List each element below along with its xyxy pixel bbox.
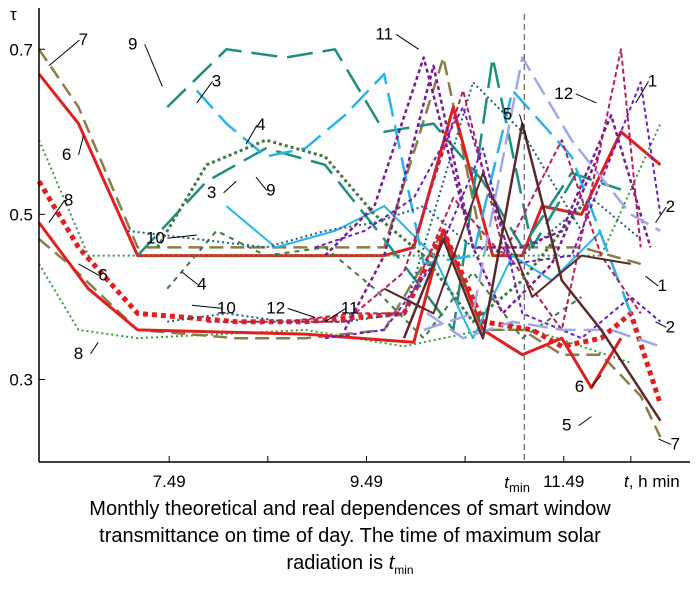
series-layer bbox=[39, 49, 660, 437]
series-line-12-month-4 bbox=[157, 140, 581, 322]
annotation-leader-24 bbox=[579, 417, 592, 426]
annotation-leader-5 bbox=[79, 136, 84, 155]
annotation-label-16: 11 bbox=[375, 24, 393, 43]
annotation-leader-12 bbox=[288, 308, 316, 317]
annotation-label-18: 1 bbox=[648, 71, 657, 90]
annotation-leader-16 bbox=[396, 34, 419, 49]
annotation-label-8: 8 bbox=[64, 190, 73, 209]
annotation-label-3: 3 bbox=[212, 71, 221, 90]
annotation-label-1: 7 bbox=[79, 30, 88, 49]
annotation-leader-9 bbox=[167, 235, 196, 238]
x-axis-label: t, h min bbox=[624, 472, 680, 491]
tmin-label: tmin bbox=[504, 473, 530, 495]
annotation-label-20: 2 bbox=[666, 197, 675, 216]
x-axis-label-rest: , h min bbox=[629, 472, 680, 491]
annotation-label-14: 10 bbox=[217, 298, 236, 317]
annotation-leader-8 bbox=[49, 200, 65, 222]
annotation-label-11: 4 bbox=[197, 275, 206, 294]
annotation-label-13: 11 bbox=[341, 298, 359, 317]
annotation-leader-15 bbox=[91, 342, 99, 354]
annotation-label-4: 4 bbox=[256, 115, 265, 134]
caption-t-subscript: min bbox=[394, 563, 413, 577]
y-tick-label-3: 0.3 bbox=[9, 370, 33, 389]
annotation-layer: 7934693810641211108111215212657 bbox=[49, 24, 680, 453]
series-line-3-month-7 bbox=[39, 231, 660, 437]
x-tick-label-1: 7.49 bbox=[153, 472, 186, 491]
caption-line-3: radiation is tmin bbox=[0, 550, 700, 584]
annotation-label-22: 2 bbox=[666, 317, 675, 336]
y-axis-label: τ bbox=[10, 5, 17, 24]
annotation-label-5: 6 bbox=[62, 145, 71, 164]
annotation-leader-11 bbox=[182, 272, 198, 284]
annotation-label-19: 5 bbox=[503, 104, 512, 123]
annotation-label-2: 9 bbox=[128, 34, 137, 53]
annotation-leader-21 bbox=[646, 276, 659, 286]
series-line-15-month-10 bbox=[167, 82, 581, 321]
annotation-label-9: 10 bbox=[146, 228, 165, 247]
y-tick-label-2: 0.5 bbox=[9, 205, 33, 224]
annotation-label-21: 1 bbox=[658, 276, 667, 295]
y-tick-label-1: 0.7 bbox=[9, 40, 33, 59]
caption-line-3-prefix: radiation is bbox=[286, 552, 388, 574]
caption-line-2: transmittance on time of day. The time o… bbox=[0, 523, 700, 550]
annotation-label-15: 8 bbox=[74, 344, 83, 363]
annotation-label-17: 12 bbox=[554, 84, 573, 103]
caption-line-1: Monthly theoretical and real dependences… bbox=[0, 496, 700, 523]
annotation-label-12: 12 bbox=[266, 298, 285, 317]
annotation-leader-2 bbox=[145, 44, 163, 86]
annotation-label-10: 6 bbox=[98, 265, 107, 284]
annotation-leader-17 bbox=[576, 94, 597, 103]
annotation-leader-7 bbox=[224, 181, 237, 193]
annotation-label-25: 7 bbox=[670, 435, 679, 454]
annotation-label-7: 3 bbox=[207, 183, 216, 202]
figure-caption: Monthly theoretical and real dependences… bbox=[0, 496, 700, 584]
annotation-leader-25 bbox=[658, 439, 671, 445]
annotation-label-24: 5 bbox=[562, 416, 571, 435]
annotation-leader-1 bbox=[49, 40, 80, 66]
annotation-label-23: 6 bbox=[575, 377, 584, 396]
series-line-6-month-6e bbox=[39, 181, 660, 404]
series-line-8-month-9 bbox=[167, 49, 621, 247]
x-tick-label-2: 9.49 bbox=[350, 472, 383, 491]
x-tick-label-3: 11.49 bbox=[543, 472, 584, 491]
tmin-label-sub: min bbox=[509, 480, 530, 495]
annotation-label-6: 9 bbox=[266, 180, 275, 199]
annotation-leader-18 bbox=[636, 81, 649, 103]
